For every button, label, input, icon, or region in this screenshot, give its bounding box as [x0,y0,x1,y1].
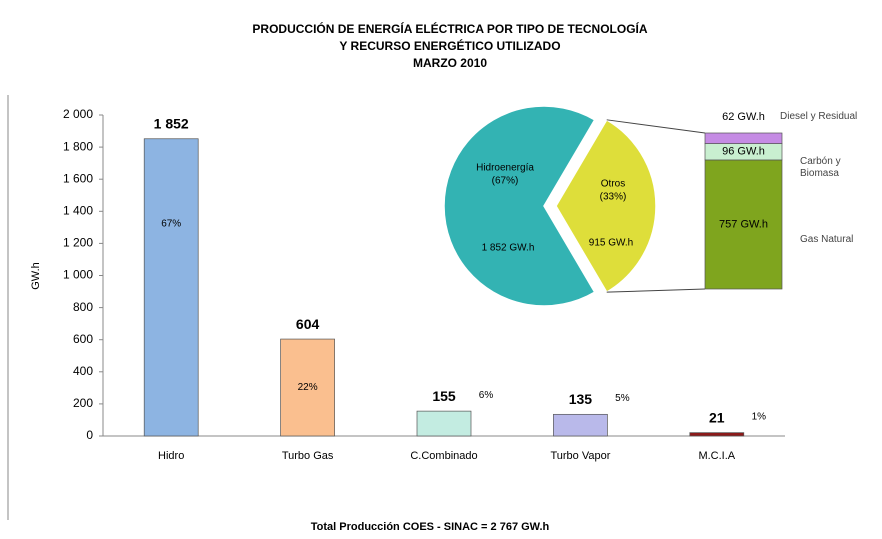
slice-share: (67%) [492,176,519,187]
value-label: 604 [296,316,320,332]
segment-value: 96 GW.h [722,146,765,158]
y-tick-label: 2 000 [63,107,93,121]
bar [553,413,608,437]
value-label: 135 [569,391,593,407]
bar [416,410,472,437]
slice-share: (33%) [600,192,627,203]
share-label: 22% [298,382,318,393]
y-tick-label: 400 [73,364,93,378]
y-tick-label: 1 400 [63,203,93,217]
slice-value: 1 852 GW.h [482,243,535,254]
pie-slice [443,105,596,307]
x-tick-label: Turbo Vapor [550,450,610,462]
y-axis-label: GW.h [30,262,42,290]
chart-subtitle: Y RECURSO ENERGÉTICO UTILIZADO [339,38,560,53]
connector [606,119,706,134]
x-tick-label: Hidro [158,450,184,462]
value-label: 1 852 [154,115,189,131]
slice-name: Otros [601,179,625,190]
share-label: 5% [615,393,630,404]
segment-name: Gas Natural [800,234,854,245]
x-tick-label: Turbo Gas [282,450,334,462]
chart-title: PRODUCCIÓN DE ENERGÍA ELÉCTRICA POR TIPO… [252,21,647,36]
share-label: 67% [161,218,181,229]
stack-segment [704,159,783,290]
connector [606,288,706,293]
slice-name: Hidroenergía [476,163,534,174]
segment-name: Diesel y Residual [780,111,858,122]
y-tick-label: 0 [86,428,93,442]
y-tick-label: 1 600 [63,171,93,185]
chart-period: MARZO 2010 [413,56,487,70]
bar [689,432,745,437]
x-tick-label: C.Combinado [410,450,477,462]
segment-value: 62 GW.h [722,111,765,123]
y-tick-label: 200 [73,396,93,410]
slice-value: 915 GW.h [589,238,633,249]
y-tick-label: 800 [73,300,93,314]
x-tick-label: M.C.I.A [698,450,735,462]
segment-name: Carbón y Biomasa [800,156,841,179]
y-tick-label: 600 [73,332,93,346]
share-label: 6% [479,390,494,401]
value-label: 155 [432,388,456,404]
segment-value: 757 GW.h [719,218,768,230]
y-tick-label: 1 000 [63,268,93,282]
value-label: 21 [709,409,725,425]
bar [280,338,335,437]
bar [143,138,199,437]
pie-slice [555,118,657,294]
share-label: 1% [752,411,767,422]
y-tick-label: 1 800 [63,139,93,153]
footer: Total Producción COES - SINAC = 2 767 GW… [311,521,550,533]
stack-segment [704,132,783,144]
y-tick-label: 1 200 [63,236,93,250]
